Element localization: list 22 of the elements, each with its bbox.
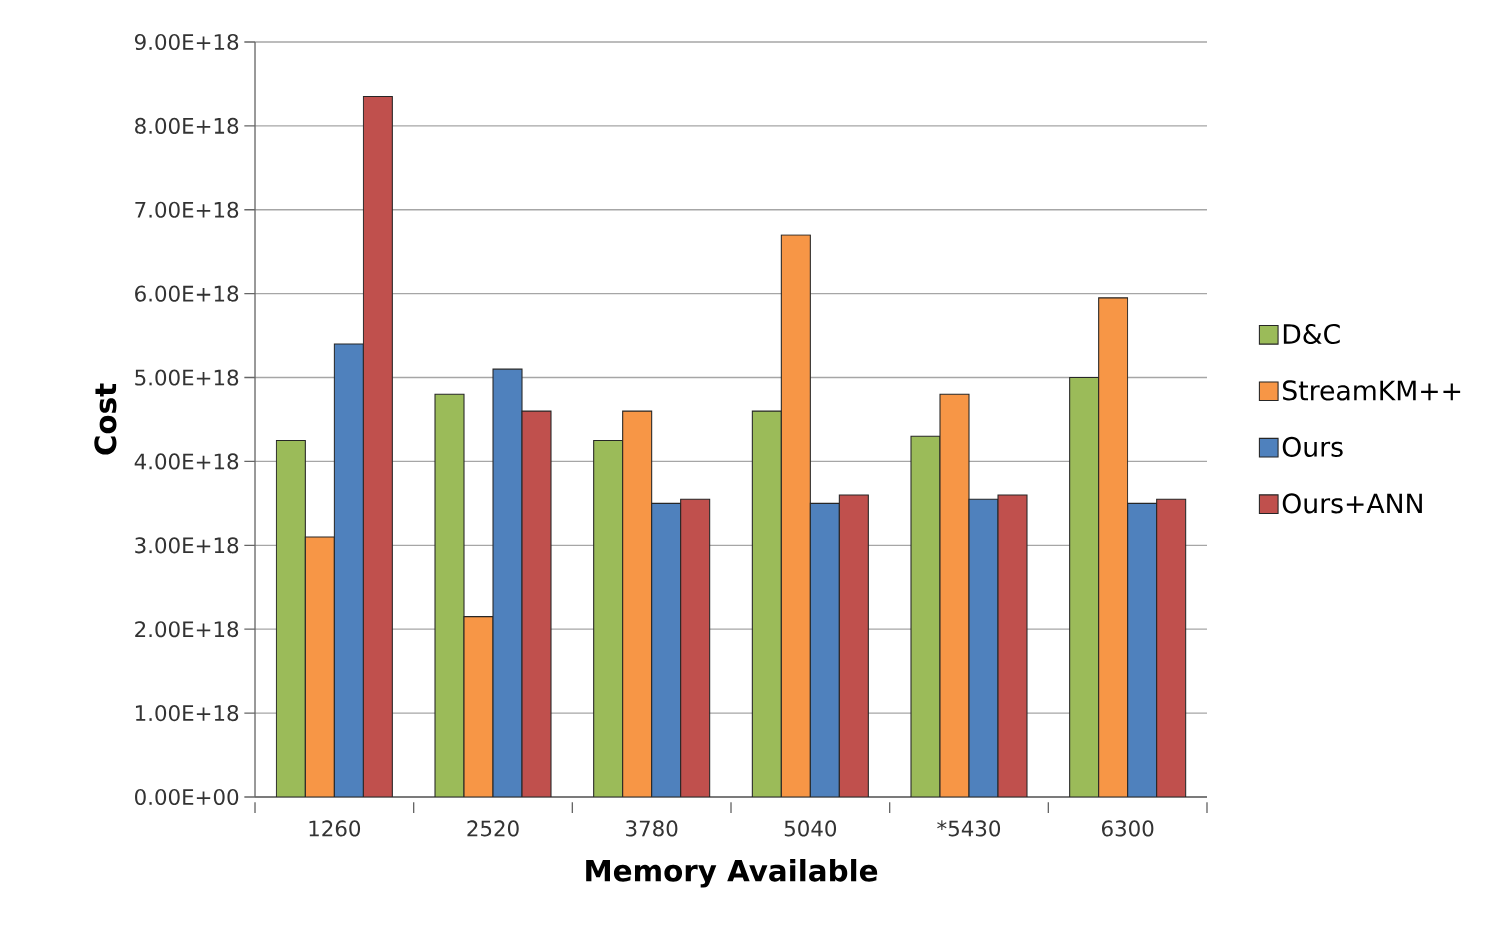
y-tick-label: 6.00E+18 [135, 285, 239, 302]
y-tick-label: 0.00E+00 [135, 788, 239, 806]
x-tick-label: 3780 [626, 820, 678, 837]
x-tick-label: 2520 [467, 820, 519, 837]
x-axis-title: Memory Available [586, 858, 878, 888]
y-tick-label: 8.00E+18 [135, 117, 239, 134]
y-tick-label: 7.00E+18 [135, 201, 239, 218]
legend-label: StreamKM++ [1283, 380, 1461, 401]
legend-label: Ours+ANN [1282, 493, 1422, 514]
y-tick-label: 9.00E+18 [134, 33, 239, 51]
y-tick-label: 3.00E+18 [135, 537, 239, 554]
x-tick-label: *5430 [937, 820, 1001, 837]
y-axis-title: Cost [94, 383, 117, 455]
legend-label: D&C [1283, 323, 1340, 345]
x-tick-label: 1260 [309, 820, 361, 837]
x-tick-label: 6300 [1102, 820, 1154, 837]
x-tick-label: 5040 [784, 820, 837, 837]
y-tick-label: 5.00E+18 [135, 369, 239, 386]
y-tick-label: 2.00E+18 [135, 621, 239, 638]
y-tick-label: 4.00E+18 [134, 453, 239, 470]
y-tick-label: 1.00E+18 [135, 705, 239, 722]
legend-label: Ours [1282, 436, 1343, 457]
